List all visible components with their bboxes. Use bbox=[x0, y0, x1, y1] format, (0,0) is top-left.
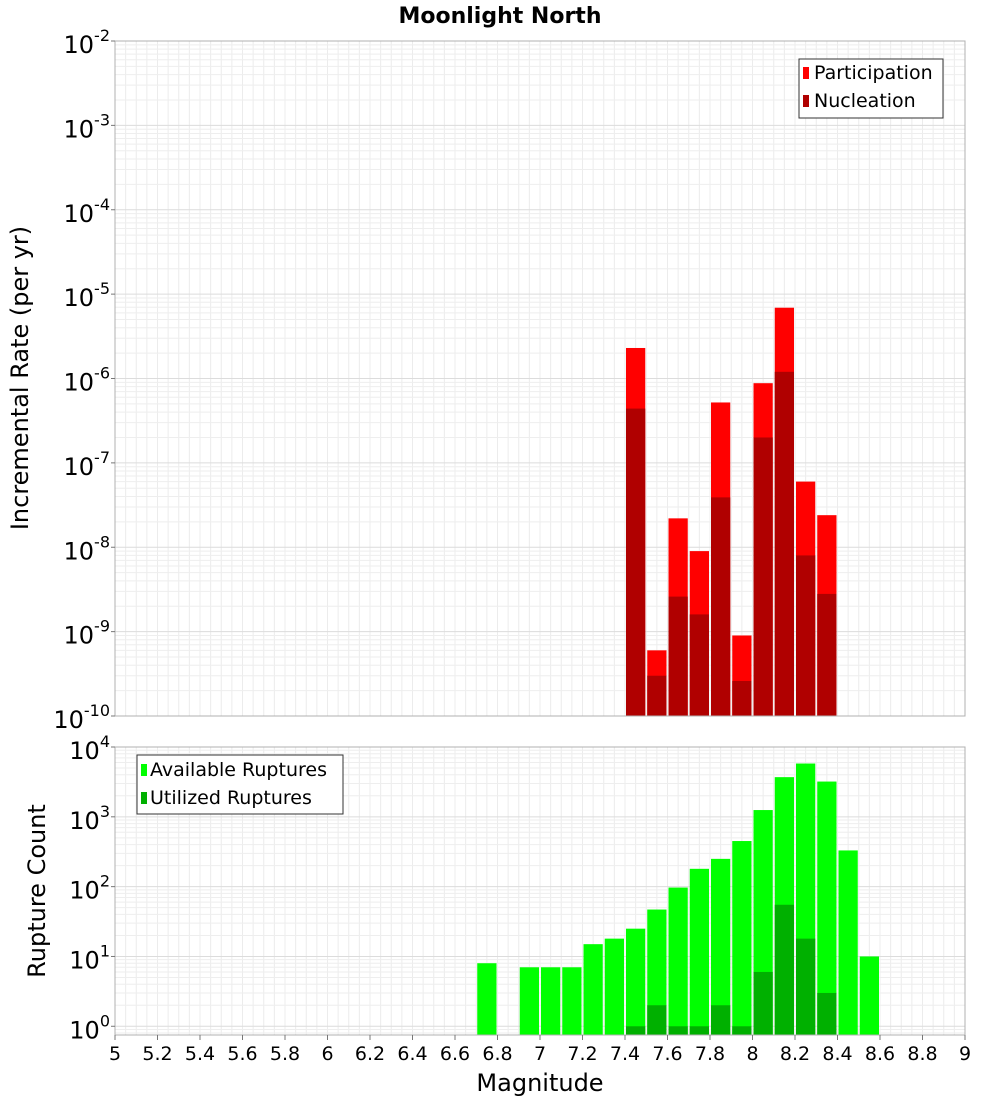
legend-swatch-nucleation bbox=[803, 95, 809, 107]
count-plot-bar-available-ruptures bbox=[689, 868, 709, 1035]
rate-plot-bar-nucleation bbox=[647, 675, 667, 716]
count-plot-bar-available-ruptures bbox=[817, 781, 837, 1035]
rate-plot-y-tick-label: 10-2 bbox=[64, 26, 111, 59]
count-plot-bar-utilized-ruptures bbox=[753, 971, 773, 1035]
rate-plot-y-tick-label: 10-10 bbox=[53, 701, 110, 734]
count-plot-bar-utilized-ruptures bbox=[774, 904, 794, 1035]
rate-plot-bar-nucleation bbox=[711, 497, 731, 716]
count-plot-y-ticks: 100 101 102 103 104 bbox=[69, 732, 115, 1044]
rate-plot-y-tick-label: 10-8 bbox=[64, 532, 111, 565]
legend-label-available: Available Ruptures bbox=[150, 759, 327, 781]
count-plot-bars bbox=[477, 763, 879, 1035]
rate-plot-y-tick-label: 10-9 bbox=[64, 617, 111, 650]
rate-plot-bar-nucleation bbox=[796, 555, 816, 716]
rate-plot-bar-nucleation bbox=[626, 408, 646, 716]
rate-plot-y-tick-label: 10-5 bbox=[64, 279, 111, 312]
x-tick-label: 8.6 bbox=[865, 1043, 895, 1065]
x-tick-label: 7.4 bbox=[610, 1043, 640, 1065]
rate-plot-grid bbox=[114, 40, 966, 717]
rate-plot-bar-nucleation bbox=[753, 437, 773, 716]
legend-label-nucleation: Nucleation bbox=[814, 90, 916, 112]
rate-plot-y-tick-label: 10-4 bbox=[64, 195, 111, 228]
count-plot-bar-utilized-ruptures bbox=[796, 938, 816, 1035]
x-tick-label: 6.4 bbox=[397, 1043, 427, 1065]
count-plot-y-tick-label: 101 bbox=[69, 941, 110, 974]
count-plot-bar-available-ruptures bbox=[732, 841, 752, 1035]
x-tick-label: 5 bbox=[109, 1043, 121, 1065]
rate-plot-bar-nucleation bbox=[668, 596, 688, 716]
x-tick-label: 7 bbox=[534, 1043, 546, 1065]
rate-plot-y-axis-label: Incremental Rate (per yr) bbox=[6, 226, 34, 530]
x-tick-label: 6.6 bbox=[440, 1043, 470, 1065]
rate-plot-y-tick-label: 10-3 bbox=[64, 110, 111, 143]
x-tick-label: 8.4 bbox=[822, 1043, 852, 1065]
count-plot-bar-utilized-ruptures bbox=[689, 1026, 709, 1035]
count-plot-bar-utilized-ruptures bbox=[668, 1026, 688, 1035]
legend-label-utilized: Utilized Ruptures bbox=[150, 787, 312, 809]
rate-plot-legend: Participation Nucleation bbox=[798, 58, 944, 119]
count-plot-legend-box bbox=[136, 754, 344, 815]
chart-title: Moonlight North bbox=[398, 4, 601, 29]
x-axis-label: Magnitude bbox=[476, 1069, 603, 1097]
count-plot-bar-utilized-ruptures bbox=[817, 992, 837, 1035]
x-tick-label: 8 bbox=[746, 1043, 758, 1065]
count-plot-bar-utilized-ruptures bbox=[647, 1005, 667, 1035]
count-plot-bar-available-ruptures bbox=[626, 928, 646, 1035]
count-plot-bar-utilized-ruptures bbox=[732, 1026, 752, 1035]
count-plot-bar-available-ruptures bbox=[711, 858, 731, 1035]
count-plot-bar-available-ruptures bbox=[477, 963, 497, 1035]
count-plot-bar-available-ruptures bbox=[647, 909, 667, 1035]
rate-plot-bar-nucleation bbox=[774, 371, 794, 716]
x-tick-label: 7.2 bbox=[567, 1043, 597, 1065]
count-plot-bar-available-ruptures bbox=[859, 956, 879, 1035]
count-plot-y-tick-label: 102 bbox=[69, 872, 110, 905]
count-plot-legend: Available Ruptures Utilized Ruptures bbox=[136, 754, 344, 815]
count-plot-bar-available-ruptures bbox=[541, 967, 561, 1035]
x-tick-label: 9 bbox=[959, 1043, 971, 1065]
count-plot-bar-utilized-ruptures bbox=[711, 1005, 731, 1035]
count-plot-y-axis-label: Rupture Count bbox=[23, 804, 51, 978]
count-plot-bar-available-ruptures bbox=[668, 887, 688, 1035]
rate-plot-bar-nucleation bbox=[689, 614, 709, 716]
count-plot-y-tick-label: 104 bbox=[69, 732, 110, 765]
x-tick-label: 7.6 bbox=[652, 1043, 682, 1065]
count-plot-bar-available-ruptures bbox=[583, 944, 603, 1035]
count-plot-bar-utilized-ruptures bbox=[626, 1026, 646, 1035]
x-tick-label: 8.2 bbox=[780, 1043, 810, 1065]
x-tick-label: 5.6 bbox=[227, 1043, 257, 1065]
count-plot-bar-available-ruptures bbox=[519, 967, 539, 1035]
x-tick-label: 5.8 bbox=[270, 1043, 300, 1065]
rate-plot-legend-box bbox=[798, 58, 944, 119]
x-tick-label: 6 bbox=[321, 1043, 333, 1065]
legend-swatch-available bbox=[141, 764, 147, 776]
count-plot-y-tick-label: 100 bbox=[69, 1011, 110, 1044]
rate-plot: 10-10 10-9 10-8 10-7 10-6 10-5 10-4 10-3 10-2 In… bbox=[6, 26, 966, 734]
rate-plot-bar-nucleation bbox=[732, 680, 752, 716]
x-tick-label: 5.2 bbox=[142, 1043, 172, 1065]
count-plot-bar-available-ruptures bbox=[838, 850, 858, 1035]
count-plot-y-tick-label: 103 bbox=[69, 802, 110, 835]
legend-label-participation: Participation bbox=[814, 62, 933, 84]
count-plot-x-ticks: 5 5.2 5.4 5.6 5.8 6 6.2 6.4 6.6 6.8 7 7.2 7.4 7.6 7.8 8… bbox=[109, 1035, 971, 1065]
legend-swatch-utilized bbox=[141, 792, 147, 804]
rate-plot-y-ticks: 10-10 10-9 10-8 10-7 10-6 10-5 10-4 10-3 10-2 bbox=[53, 26, 115, 734]
rate-plot-bar-nucleation bbox=[817, 593, 837, 716]
rate-plot-bars bbox=[626, 307, 837, 716]
x-tick-label: 6.8 bbox=[482, 1043, 512, 1065]
rate-plot-y-tick-label: 10-6 bbox=[64, 364, 111, 397]
count-plot-bar-available-ruptures bbox=[604, 938, 624, 1035]
legend-swatch-participation bbox=[803, 67, 809, 79]
count-plot: 100 101 102 103 104 5 5.2 5.4 5.6 5.8 6 6.2 6.4 6.6 6… bbox=[23, 732, 971, 1097]
count-plot-bar-available-ruptures bbox=[562, 967, 582, 1035]
x-tick-label: 6.2 bbox=[355, 1043, 385, 1065]
x-tick-label: 5.4 bbox=[185, 1043, 215, 1065]
x-tick-label: 7.8 bbox=[695, 1043, 725, 1065]
x-tick-label: 8.8 bbox=[907, 1043, 937, 1065]
rate-plot-y-tick-label: 10-7 bbox=[64, 448, 111, 481]
